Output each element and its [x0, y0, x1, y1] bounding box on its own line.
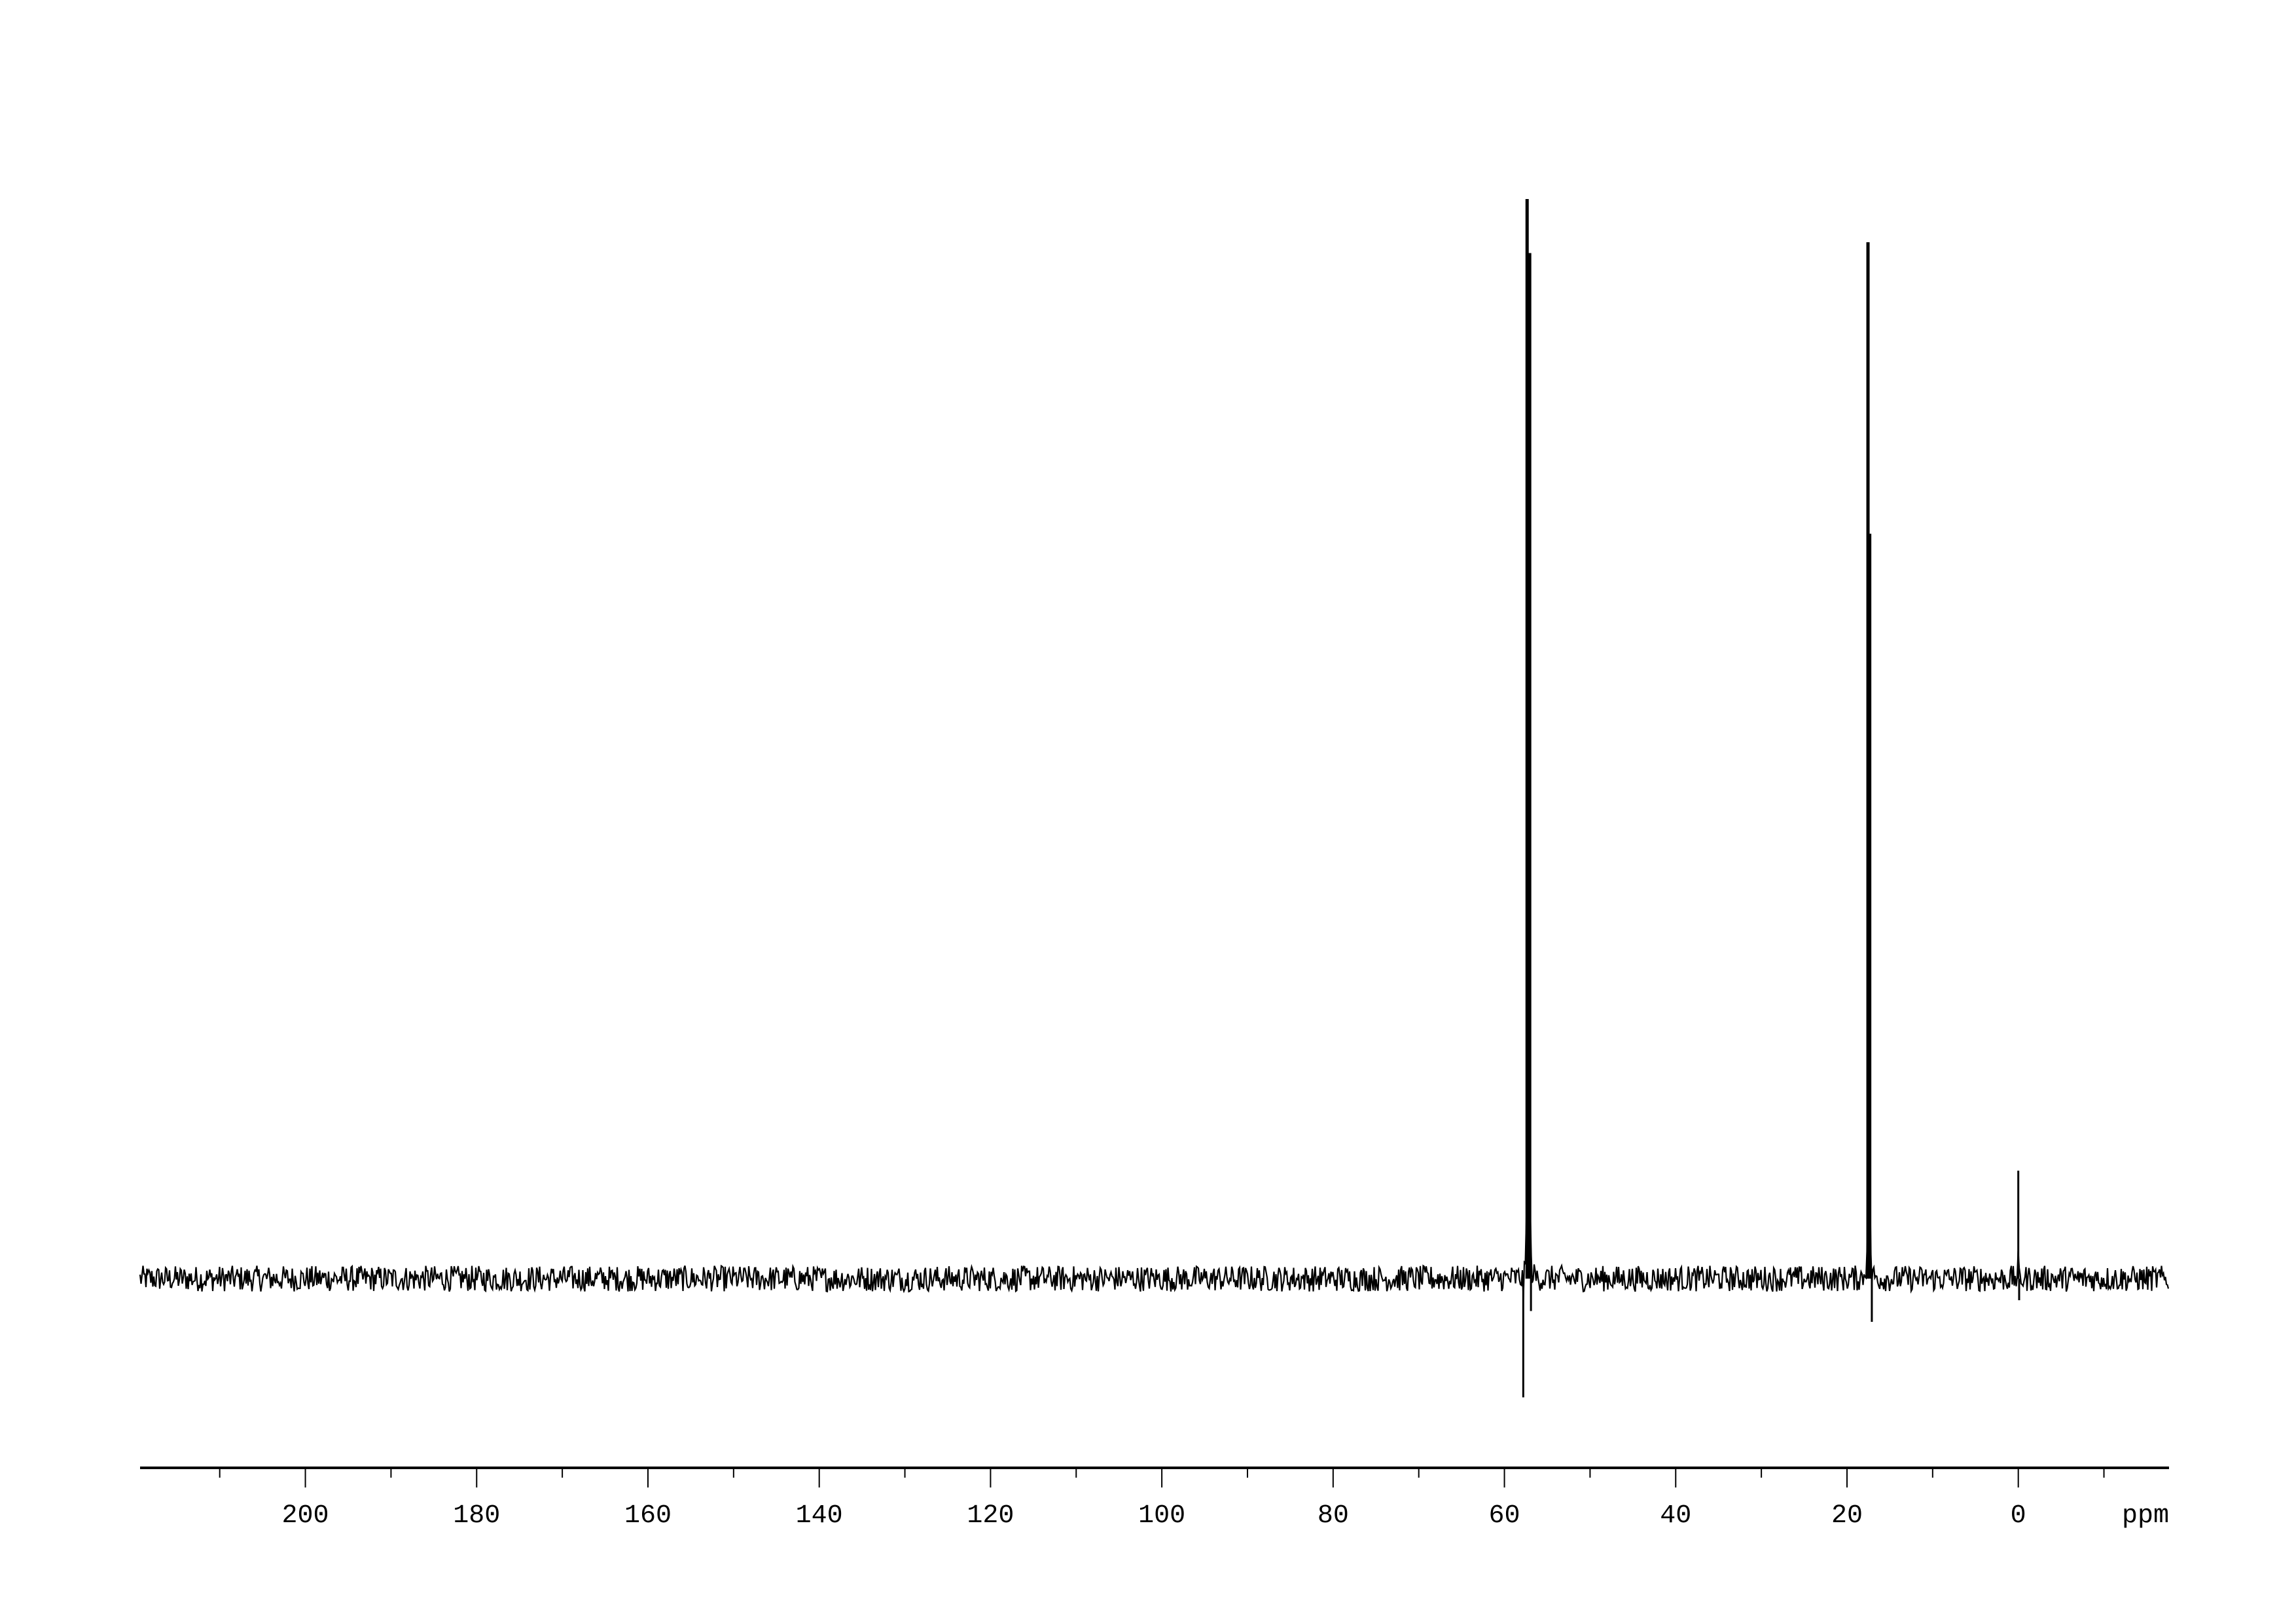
spectrum-trace: [139, 1114, 2170, 1300]
x-axis-labels: 200 180 160 140 120 100 80 60 40 20 0: [282, 1501, 2026, 1531]
tick-label: 20: [1831, 1501, 1863, 1531]
tick-label: 40: [1660, 1501, 1691, 1531]
tick-label: 160: [624, 1501, 672, 1531]
tick-label: 200: [282, 1501, 329, 1531]
tick-label: 140: [796, 1501, 843, 1531]
tick-label: 120: [967, 1501, 1014, 1531]
tick-label: 80: [1318, 1501, 1349, 1531]
tick-label: 180: [453, 1501, 500, 1531]
x-axis-ticks: [219, 1468, 2105, 1487]
x-axis-unit-label: ppm: [2122, 1501, 2169, 1531]
peak-marks: [1522, 199, 2020, 1398]
tick-label: 100: [1138, 1501, 1185, 1531]
tick-label: 60: [1489, 1501, 1520, 1531]
tick-label: 0: [2011, 1501, 2026, 1531]
